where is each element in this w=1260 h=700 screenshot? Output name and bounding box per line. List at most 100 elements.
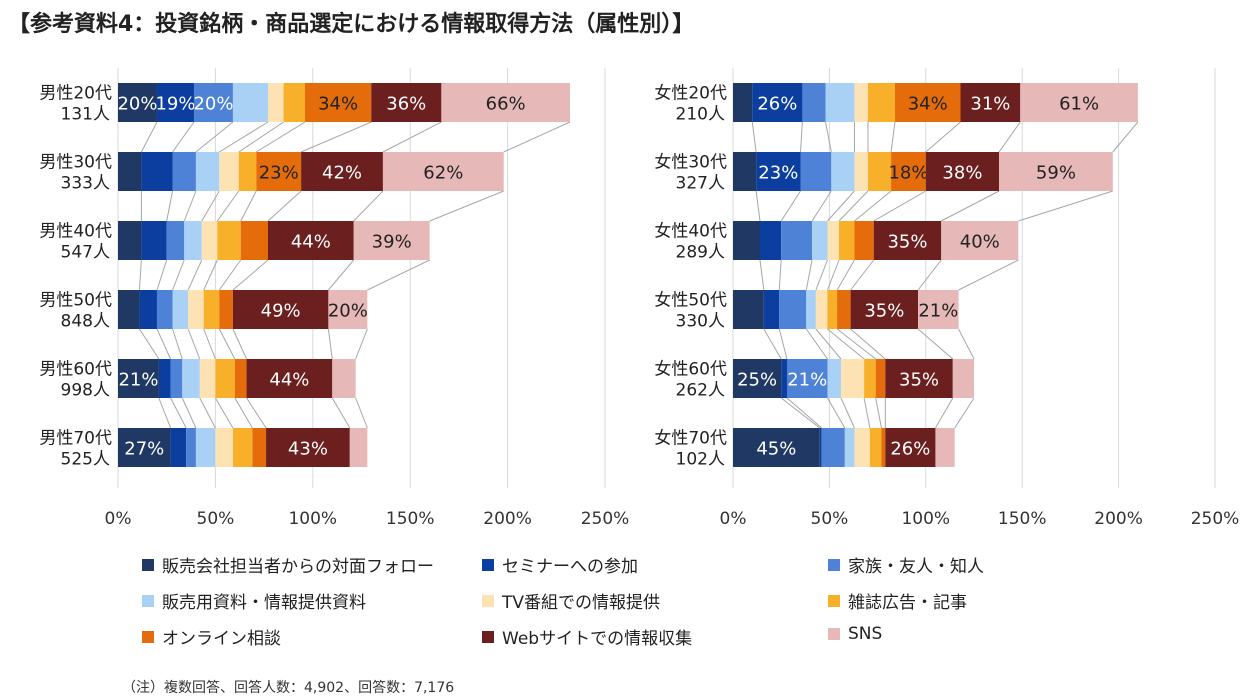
category-label: 女性20代 [654,84,727,104]
bar-segment [215,359,235,398]
legend-swatch [142,558,154,571]
legend-item: SNS [828,624,882,644]
legend-label: Webサイトでの情報収集 [502,629,693,649]
category-label: 男性20代 [39,84,112,104]
series-connector [232,259,269,291]
category-label: 女性60代 [654,360,727,380]
bar-segment [952,359,974,398]
bar-segment [733,290,764,329]
series-connector [780,190,801,222]
data-label: 44% [291,232,331,253]
bar-segment [819,428,822,467]
category-label: 男性60代 [39,360,112,380]
series-connector [815,259,828,291]
series-connector [203,328,216,360]
series-connector [219,121,269,153]
bar-segment [267,83,284,122]
bar-segment [188,290,204,329]
series-connector [890,121,896,153]
x-tick-label: 0% [105,509,132,529]
bar-segment [854,152,868,191]
series-connector [355,397,368,429]
bar-segment [170,428,187,467]
series-connector [917,259,942,291]
bar-segment [166,221,185,260]
bar-segment [301,152,383,191]
bar-segment [867,83,895,122]
bar-segment [999,152,1113,191]
series-connector [240,190,257,222]
data-label: 44% [269,370,309,391]
category-label: 男性30代 [39,153,112,173]
series-connector [917,328,954,360]
data-label: 34% [318,94,358,115]
legend-label: 雑誌広告・記事 [848,593,967,613]
bar-segment [266,428,350,467]
series-connector [780,397,821,429]
data-label: 23% [758,163,798,184]
bar-segment [733,359,782,398]
bar-segment [195,428,216,467]
bar-segment [232,83,268,122]
bar-segment [763,290,780,329]
series-connector [838,190,869,222]
bar-segment [184,221,202,260]
series-connector [827,397,846,429]
bar-segment [156,290,173,329]
series-connector [854,190,892,222]
series-connector [218,259,242,291]
bar-segment [252,428,267,467]
bar-segment [941,221,1019,260]
x-tick-label: 200% [483,509,532,529]
bar-segment [240,221,268,260]
category-label: 女性40代 [654,222,727,242]
bar-segment [141,221,167,260]
series-connector [958,259,1019,291]
series-connector [172,328,183,360]
bar-segment [854,221,874,260]
series-connector [755,190,761,222]
bar-segment [267,221,354,260]
category-count-label: 262人 [676,381,725,401]
series-connector [187,259,203,291]
series-connector [840,397,855,429]
bar-segment [827,290,838,329]
series-connector [827,190,855,222]
series-connector [203,259,218,291]
data-label: 20% [117,94,157,115]
bar-segment [158,359,171,398]
series-connector [778,259,782,291]
category-label: 男性50代 [39,291,112,311]
series-connector [140,121,158,153]
legend-swatch [482,594,494,607]
bar-segment [733,221,760,260]
bar-segment [332,359,356,398]
bar-segment [839,221,855,260]
x-tick-label: 50% [197,509,235,529]
series-connector [827,259,840,291]
data-label: 31% [970,94,1010,115]
data-label: 34% [908,94,948,115]
series-connector [183,190,197,222]
series-connector [429,190,504,222]
series-connector [331,397,351,429]
bar-segment [193,83,233,122]
series-connector [751,121,757,153]
series-connector [875,397,882,429]
series-connector [156,259,168,291]
bar-segment [195,152,220,191]
bar-segment [118,428,171,467]
bar-segment [869,428,882,467]
bar-segment [854,83,868,122]
series-connector [166,190,174,222]
bar-segment [827,359,841,398]
bar-segment [328,290,368,329]
series-connector [382,121,442,153]
data-label: 38% [942,163,982,184]
bar-segment [118,152,142,191]
bar-segment [232,290,329,329]
bar-segment [203,290,220,329]
bar-segment [172,290,189,329]
data-label: 49% [261,301,301,322]
